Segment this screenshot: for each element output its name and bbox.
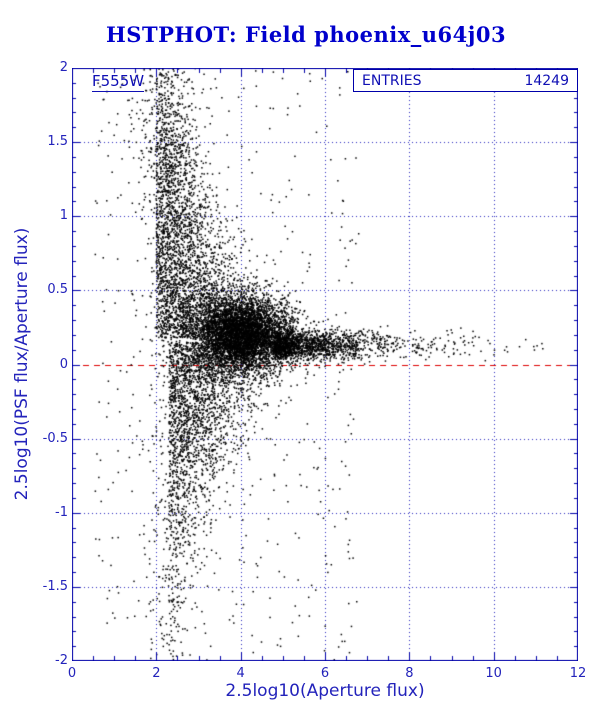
entries-value: 14249 — [524, 72, 569, 89]
entries-label: ENTRIES — [362, 72, 422, 89]
y-tick-label: 1 — [59, 208, 68, 224]
x-axis-label: 2.5log10(Aperture flux) — [225, 681, 425, 701]
y-tick-label: -1.5 — [42, 578, 68, 594]
filter-label: F555W — [92, 72, 145, 92]
entries-stats-box: ENTRIES 14249 — [353, 69, 578, 92]
y-tick-label: -0.5 — [42, 430, 68, 446]
y-tick-label: 0 — [59, 356, 68, 372]
x-tick-label: 10 — [485, 666, 502, 681]
x-tick-label: 6 — [320, 666, 330, 681]
x-tick-label: 0 — [67, 666, 77, 681]
y-tick-label: -2 — [55, 653, 68, 668]
x-tick-label: 4 — [236, 666, 245, 681]
y-tick-label: 2 — [59, 60, 68, 75]
y-tick-label: -1 — [55, 504, 68, 520]
scatter-plot-canvas — [72, 68, 578, 661]
y-tick-label: 0.5 — [47, 282, 68, 298]
x-tick-label: 8 — [405, 666, 414, 681]
page-title: HSTPHOT: Field phoenix_u64j03 — [105, 22, 507, 47]
x-tick-label: 12 — [569, 666, 587, 681]
x-tick-label: 2 — [152, 666, 161, 681]
y-tick-label: 1.5 — [47, 134, 68, 150]
